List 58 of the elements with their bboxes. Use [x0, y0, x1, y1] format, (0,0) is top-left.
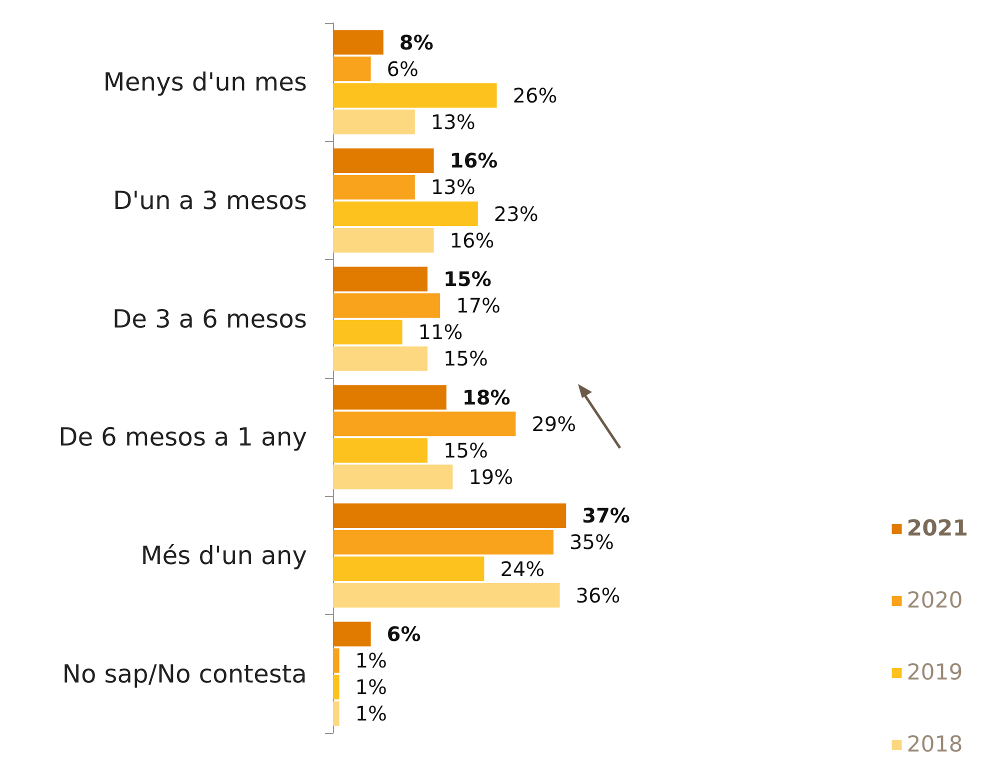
data-label: 17%: [456, 294, 501, 318]
data-label: 6%: [386, 56, 419, 81]
bar: [333, 464, 453, 490]
bar: [333, 648, 340, 673]
data-label: 11%: [418, 320, 463, 344]
y-tick-label: Més d'un any: [140, 541, 308, 570]
data-label: 13%: [430, 110, 476, 134]
bar: [333, 228, 434, 253]
bar: [333, 503, 566, 528]
y-tick-label: D'un a 3 mesos: [113, 186, 307, 215]
data-label: 16%: [450, 148, 498, 173]
legend-label: 2021: [906, 516, 968, 542]
bar: [333, 110, 415, 134]
legend-label: 2020: [906, 588, 963, 614]
bar: [333, 674, 340, 700]
bar: [333, 412, 516, 436]
bar: [333, 556, 484, 582]
bar: [333, 83, 497, 108]
legend-label: 2019: [906, 660, 963, 686]
y-tick-label: No sap/No contesta: [62, 659, 307, 688]
legend-label: 2018: [906, 732, 963, 758]
data-label: 26%: [512, 83, 558, 108]
data-label: 15%: [444, 438, 488, 462]
data-label: 13%: [430, 175, 476, 200]
data-label: 19%: [468, 464, 514, 489]
data-label: 37%: [582, 504, 630, 528]
bar: [333, 438, 428, 463]
data-label: 15%: [444, 346, 488, 371]
bar: [333, 174, 415, 200]
data-label: 29%: [532, 412, 576, 436]
data-label: 8%: [399, 30, 434, 54]
bar: [333, 583, 560, 608]
bar: [333, 266, 428, 292]
data-label: 16%: [450, 228, 494, 252]
bar: [333, 201, 478, 226]
data-label: 35%: [570, 530, 614, 554]
data-label: 24%: [500, 556, 545, 581]
data-label: 23%: [494, 202, 538, 226]
data-label: 1%: [355, 702, 388, 726]
bar: [333, 293, 440, 318]
data-label: 1%: [355, 648, 388, 673]
bar: [333, 148, 434, 173]
bar: [333, 346, 428, 371]
data-label: 18%: [462, 385, 510, 410]
bar: [333, 30, 384, 55]
data-label: 15%: [444, 267, 492, 292]
y-tick-label: Menys d'un mes: [103, 68, 307, 97]
data-label: 36%: [576, 583, 620, 608]
y-tick-label: De 3 a 6 mesos: [112, 304, 307, 334]
bar: [333, 56, 371, 82]
data-label: 6%: [386, 622, 421, 646]
bar: [333, 530, 554, 555]
bar: [333, 622, 371, 646]
bar: [333, 385, 446, 410]
data-label: 1%: [355, 675, 388, 700]
bar: [333, 320, 402, 344]
y-tick-label: De 6 mesos a 1 any: [58, 422, 308, 452]
bar: [333, 701, 340, 726]
